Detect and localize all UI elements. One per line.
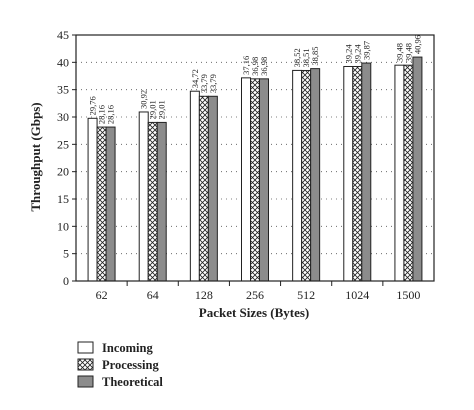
legend-swatch-theoretical xyxy=(77,375,94,388)
legend-label-incoming: Incoming xyxy=(102,341,153,355)
bar-incoming-128 xyxy=(189,90,200,282)
legend-label-processing: Processing xyxy=(102,358,159,372)
bar-incoming-512 xyxy=(292,69,303,282)
y-tick-label-25: 25 xyxy=(57,137,69,151)
bar-theoretical-1500 xyxy=(412,56,423,282)
bar-processing-256 xyxy=(250,78,260,282)
legend: Incoming Processing Theoretical xyxy=(77,341,163,389)
data-label-incoming-256: 37,16 xyxy=(241,56,251,75)
x-tick-label-62: 62 xyxy=(96,288,108,302)
y-axis-title: Throughput (Gbps) xyxy=(28,102,43,211)
bar-incoming-1024 xyxy=(343,65,354,282)
x-tick-label-256: 256 xyxy=(246,288,264,302)
y-tick-label-35: 35 xyxy=(57,83,69,97)
bar-incoming-64 xyxy=(138,111,149,282)
bar-theoretical-62 xyxy=(105,126,116,282)
data-label-incoming-1500: 39,48 xyxy=(394,43,404,62)
bar-processing-1500 xyxy=(403,64,414,282)
bar-theoretical-64 xyxy=(156,121,167,282)
legend-label-theoretical: Theoretical xyxy=(102,375,163,389)
plot-frame xyxy=(75,34,435,282)
data-label-incoming-64: 30,92 xyxy=(139,90,149,109)
x-tick-label-1024: 1024 xyxy=(345,288,369,302)
data-label-theoretical-256: 36,98 xyxy=(259,57,269,76)
bar-theoretical-512 xyxy=(310,68,321,282)
data-label-theoretical-62: 28,16 xyxy=(106,105,116,124)
data-label-theoretical-512: 38,85 xyxy=(310,46,320,65)
data-label-processing-62: 28,16 xyxy=(97,105,107,124)
y-tick-label-15: 15 xyxy=(57,192,69,206)
data-label-processing-1500: 39,48 xyxy=(403,43,413,62)
bar-theoretical-256 xyxy=(259,78,269,282)
data-label-incoming-62: 29,76 xyxy=(88,96,98,115)
y-tick-label-45: 45 xyxy=(57,28,69,42)
bars xyxy=(87,56,423,282)
data-label-processing-512: 38,51 xyxy=(301,48,311,67)
x-tick-label-512: 512 xyxy=(297,288,315,302)
legend-swatch-incoming xyxy=(77,341,94,354)
y-tick-label-30: 30 xyxy=(57,110,69,124)
data-label-processing-256: 36,98 xyxy=(250,57,260,76)
bar-processing-128 xyxy=(198,95,209,282)
y-tick-label-10: 10 xyxy=(57,219,69,233)
bar-processing-64 xyxy=(147,121,158,282)
data-label-processing-64: 29,01 xyxy=(148,100,158,119)
bar-incoming-256 xyxy=(241,77,251,282)
data-label-incoming-512: 38,52 xyxy=(292,48,302,67)
bar-processing-1024 xyxy=(352,65,363,282)
bar-processing-62 xyxy=(96,126,107,282)
data-label-incoming-1024: 39,24 xyxy=(343,44,353,64)
x-tick-label-128: 128 xyxy=(195,288,213,302)
data-label-processing-1024: 39,24 xyxy=(352,44,362,64)
x-axis-title: Packet Sizes (Bytes) xyxy=(199,305,309,320)
y-tick-label-40: 40 xyxy=(57,55,69,69)
x-tick-label-1500: 1500 xyxy=(396,288,420,302)
data-label-theoretical-1024: 39,87 xyxy=(361,41,371,60)
axes: 0 5 10 15 20 25 30 35 40 45 62 64 128 256 512 1024 1500 xyxy=(57,28,435,302)
data-label-incoming-128: 34,72 xyxy=(190,69,200,88)
legend-swatch-processing xyxy=(77,358,94,371)
bar-theoretical-128 xyxy=(207,95,218,282)
bar-theoretical-1024 xyxy=(361,62,372,282)
bar-processing-512 xyxy=(301,69,312,282)
data-label-processing-128: 33,79 xyxy=(199,74,209,93)
y-tick-label-20: 20 xyxy=(57,165,69,179)
data-label-theoretical-64: 29,01 xyxy=(157,100,167,119)
x-tick-label-64: 64 xyxy=(147,288,159,302)
y-tick-label-0: 0 xyxy=(63,274,69,288)
data-label-theoretical-1500: 40,96 xyxy=(412,35,422,54)
y-tick-label-5: 5 xyxy=(63,247,69,261)
bar-incoming-62 xyxy=(87,117,98,282)
data-label-theoretical-128: 33,79 xyxy=(208,74,218,93)
bar-incoming-1500 xyxy=(394,64,405,282)
